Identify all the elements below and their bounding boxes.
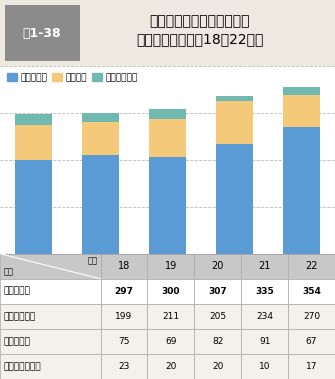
Text: 75: 75 — [118, 337, 130, 346]
Text: 307: 307 — [208, 287, 227, 296]
Bar — [100, 354, 147, 379]
Bar — [15, 125, 52, 160]
Text: 234: 234 — [256, 312, 273, 321]
Bar — [15, 160, 52, 254]
Text: 20: 20 — [165, 362, 177, 371]
Text: 82: 82 — [212, 337, 223, 346]
Bar — [216, 101, 253, 144]
Bar — [283, 96, 320, 127]
Text: 22: 22 — [305, 261, 318, 271]
Text: 91: 91 — [259, 337, 270, 346]
Bar — [194, 329, 241, 354]
Bar — [216, 144, 253, 254]
Text: 69: 69 — [165, 337, 177, 346]
Bar — [147, 254, 194, 279]
Bar — [0, 279, 100, 304]
Text: 270: 270 — [303, 312, 320, 321]
Bar — [283, 127, 320, 254]
Bar — [241, 254, 288, 279]
Bar — [241, 329, 288, 354]
Text: 297: 297 — [115, 287, 133, 296]
Bar — [288, 304, 335, 329]
Bar — [288, 254, 335, 279]
Text: 児童虐待事件の態様別検挙
状況の推移（平成18〜22年）: 児童虐待事件の態様別検挙 状況の推移（平成18〜22年） — [136, 14, 264, 46]
Bar — [288, 329, 335, 354]
Bar — [82, 122, 119, 155]
Bar — [149, 119, 186, 157]
Text: 18: 18 — [118, 261, 130, 271]
Text: 合計（件）: 合計（件） — [3, 287, 30, 296]
Text: 年次: 年次 — [87, 256, 97, 265]
Bar — [0, 304, 100, 329]
Text: 17: 17 — [306, 362, 317, 371]
Text: 区分: 区分 — [3, 267, 13, 276]
Text: 300: 300 — [161, 287, 180, 296]
Bar — [147, 279, 194, 304]
Text: 20: 20 — [212, 261, 224, 271]
Bar — [194, 254, 241, 279]
Bar — [194, 354, 241, 379]
Bar — [147, 304, 194, 329]
Bar — [149, 110, 186, 119]
Bar — [194, 279, 241, 304]
Bar — [15, 114, 52, 125]
Text: 67: 67 — [306, 337, 317, 346]
Bar — [241, 279, 288, 304]
Text: 335: 335 — [255, 287, 274, 296]
Text: 図1-38: 図1-38 — [23, 27, 61, 40]
Bar — [100, 329, 147, 354]
Bar — [0, 354, 100, 379]
Text: 21: 21 — [259, 261, 271, 271]
Bar — [5, 5, 80, 61]
Bar — [194, 304, 241, 329]
Text: 23: 23 — [118, 362, 130, 371]
Bar — [0, 254, 100, 279]
Bar — [283, 88, 320, 96]
Bar — [147, 329, 194, 354]
Text: 19: 19 — [165, 261, 177, 271]
Text: 211: 211 — [162, 312, 180, 321]
Text: 怠慢又は拒否: 怠慢又は拒否 — [3, 362, 41, 371]
Bar — [100, 279, 147, 304]
Text: 205: 205 — [209, 312, 226, 321]
Bar — [100, 254, 147, 279]
Text: 性的虐待: 性的虐待 — [3, 337, 30, 346]
Bar — [0, 329, 100, 354]
Bar — [288, 354, 335, 379]
Bar — [82, 155, 119, 254]
Legend: 身体的虐待, 性的虐待, 怠慢又は拒否: 身体的虐待, 性的虐待, 怠慢又は拒否 — [4, 70, 140, 85]
Bar — [241, 304, 288, 329]
Bar — [241, 354, 288, 379]
Bar — [147, 354, 194, 379]
Bar — [149, 157, 186, 254]
Bar — [100, 304, 147, 329]
Text: 199: 199 — [115, 312, 133, 321]
Text: 10: 10 — [259, 362, 270, 371]
Bar — [216, 96, 253, 101]
Text: 20: 20 — [212, 362, 223, 371]
Text: 身体的虐待: 身体的虐待 — [3, 312, 36, 321]
Text: 354: 354 — [302, 287, 321, 296]
Bar — [288, 279, 335, 304]
Bar — [82, 113, 119, 122]
